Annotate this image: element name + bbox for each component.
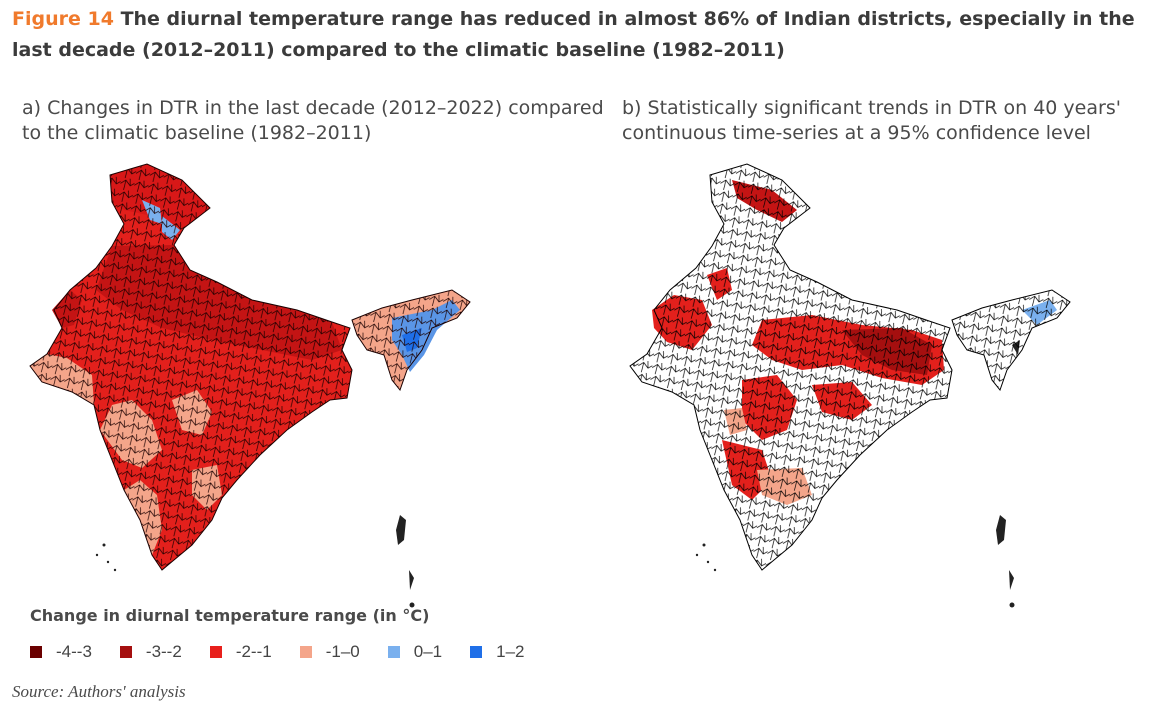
legend-item: -2--1 — [209, 642, 272, 662]
legend-item: 1–2 — [470, 642, 525, 662]
legend-title: Change in diurnal temperature range (in … — [30, 606, 430, 625]
legend-label: -2--1 — [235, 642, 272, 661]
india-outline-a — [29, 163, 471, 608]
legend-item: -3--2 — [119, 642, 182, 662]
legend-item: -4--3 — [30, 642, 92, 662]
panel-a-title: a) Changes in DTR in the last decade (20… — [22, 97, 604, 144]
source-note: Source: Authors' analysis — [12, 682, 186, 701]
legend-swatch — [209, 646, 222, 658]
legend-label: 1–2 — [496, 642, 525, 661]
india-outline-b — [629, 163, 1071, 608]
figure-title-text: The diurnal temperature range has reduce… — [12, 8, 1135, 61]
legend-label: -3--2 — [145, 642, 182, 661]
legend-swatch — [30, 646, 42, 658]
map-dtr-trends — [629, 163, 1071, 608]
legend-swatch — [119, 646, 132, 658]
legend-swatch — [299, 646, 312, 658]
panel-b-title: b) Statistically significant trends in D… — [622, 97, 1121, 144]
figure-label: Figure 14 — [12, 8, 114, 30]
legend: -4--3 -3--2 -2--1 -1–0 0–1 1–2 — [30, 642, 553, 662]
legend-item: 0–1 — [387, 642, 443, 662]
legend-label: 0–1 — [413, 642, 443, 661]
map-dtr-change — [29, 163, 471, 608]
legend-swatch — [387, 646, 400, 658]
legend-label: -1–0 — [325, 642, 360, 661]
figure-title: Figure 14 The diurnal temperature range … — [12, 4, 1147, 66]
legend-label: -4--3 — [56, 642, 92, 661]
legend-item: -1–0 — [299, 642, 360, 662]
legend-swatch — [470, 646, 483, 658]
